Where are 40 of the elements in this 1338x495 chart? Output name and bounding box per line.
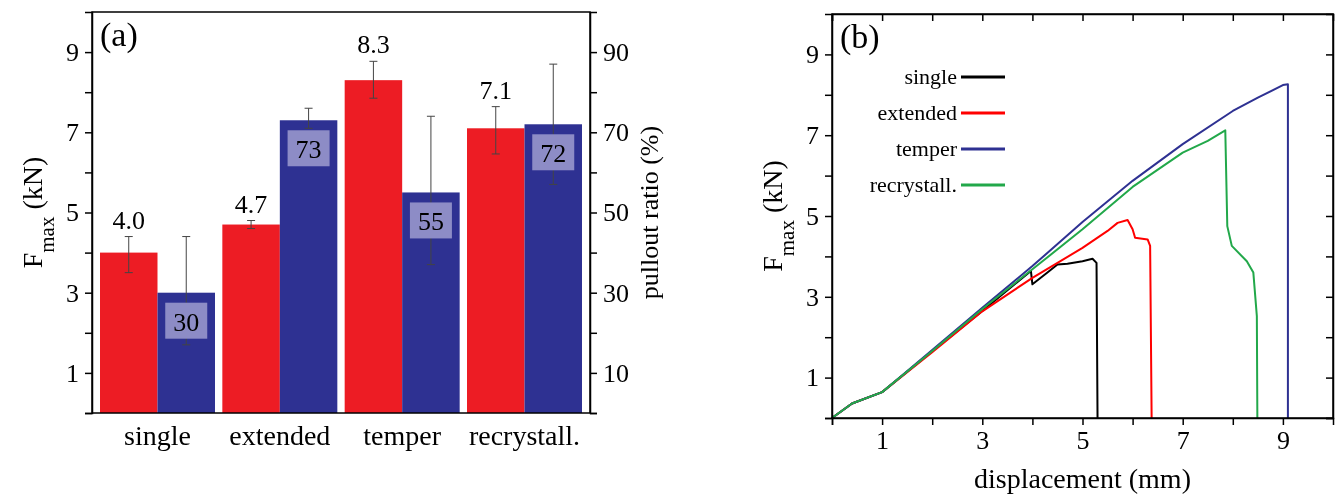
x-axis-title: displacement (mm)	[974, 463, 1191, 494]
data-label: 7.1	[479, 75, 512, 105]
y-tick-label: 1	[66, 358, 79, 388]
annotation: (a)	[100, 16, 138, 54]
legend-label: single	[904, 64, 957, 89]
x-tick-label: recrystall.	[468, 419, 581, 451]
y-tick-label: 9	[66, 37, 79, 67]
y-tick-label: 1	[806, 363, 819, 393]
y-tick-label: 3	[66, 278, 79, 308]
annotation: (b)	[840, 18, 880, 56]
x-tick-label: 9	[1276, 426, 1290, 456]
x-tick-label: single	[124, 419, 191, 451]
x-tick-label: 7	[1176, 426, 1190, 456]
y-tick-label: 7	[806, 121, 819, 151]
data-label: 55	[417, 207, 444, 237]
x-tick-label: 1	[876, 426, 890, 456]
data-label: 8.3	[357, 30, 390, 60]
x-tick-label: temper	[363, 419, 442, 451]
data-label: 30	[173, 307, 200, 337]
y-tick-label: 5	[66, 198, 79, 228]
y-tick-label: 7	[66, 118, 79, 148]
data-label: 72	[540, 139, 567, 169]
y2-tick-label: 90	[603, 37, 629, 67]
legend-label: temper	[895, 136, 958, 161]
y-tick-label: 5	[806, 201, 819, 231]
y2-tick-label: 70	[603, 118, 629, 148]
y-tick-label: 3	[806, 282, 819, 312]
data-label: 4.0	[112, 205, 145, 235]
x-tick-label: 5	[1076, 426, 1090, 456]
data-label: 73	[295, 135, 322, 165]
x-tick-label: extended	[229, 419, 331, 451]
y-tick-label: 9	[806, 40, 819, 70]
y2-tick-label: 10	[603, 358, 629, 388]
legend-label: recrystall.	[869, 172, 957, 197]
legend-label: extended	[877, 100, 957, 125]
y2-tick-label: 30	[603, 278, 629, 308]
y2-axis-title: pullout ratio (%)	[635, 125, 664, 300]
x-tick-label: 3	[976, 426, 990, 456]
data-label: 4.7	[234, 189, 268, 219]
y2-tick-label: 50	[603, 198, 629, 228]
